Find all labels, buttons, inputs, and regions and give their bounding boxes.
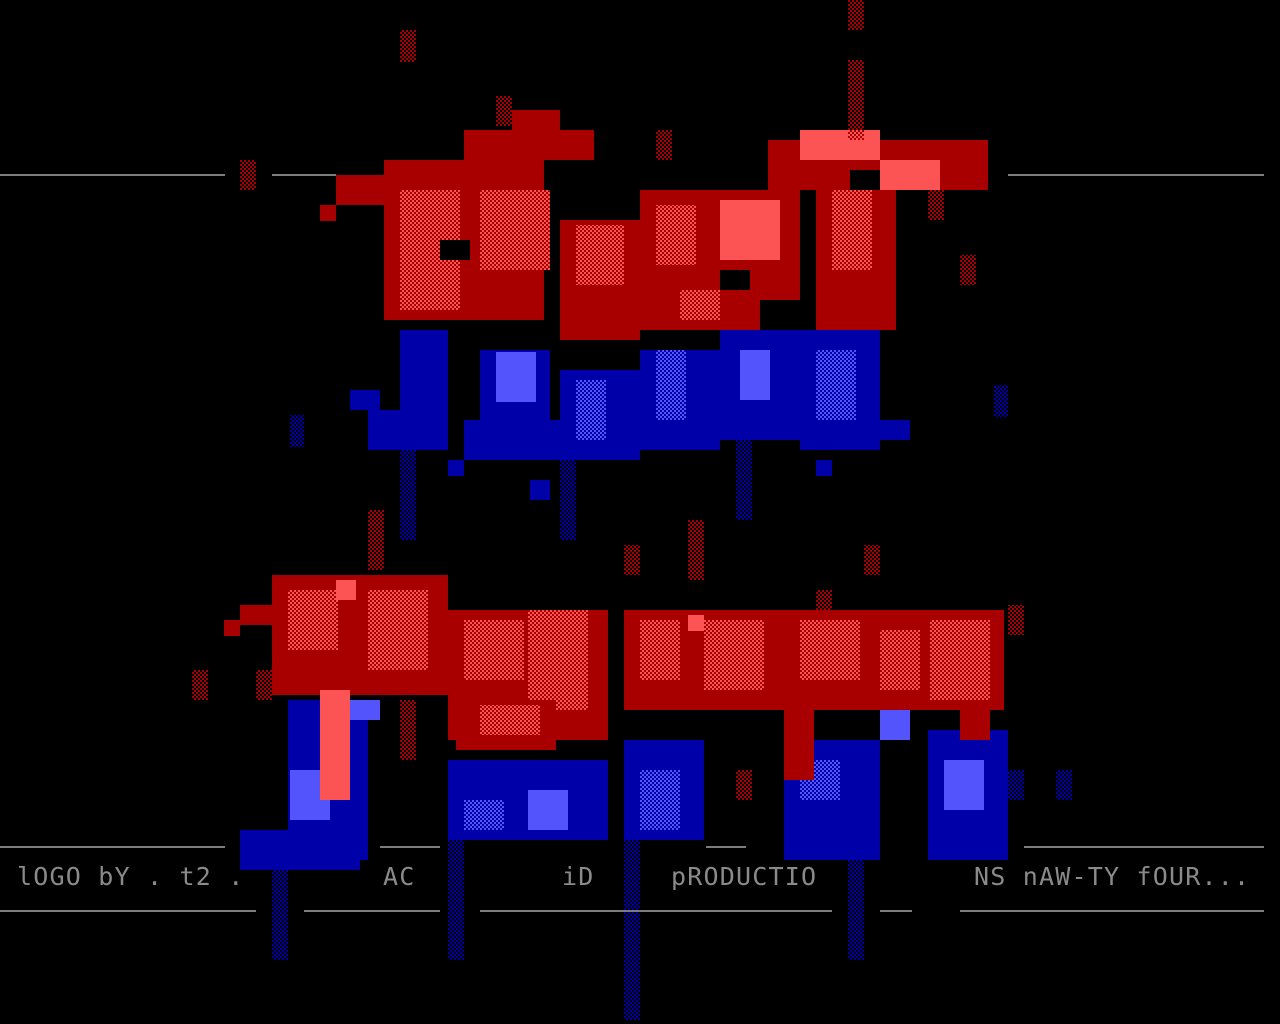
art-block <box>800 620 860 680</box>
art-block <box>528 610 588 710</box>
art-block <box>850 170 880 190</box>
art-block <box>440 240 470 260</box>
art-block <box>464 620 524 680</box>
art-block <box>256 670 272 700</box>
rule-credits-top-mid <box>380 846 440 848</box>
art-block <box>288 590 338 650</box>
art-block <box>400 330 448 420</box>
rule-credits-bottom-mid3 <box>880 910 912 912</box>
art-block <box>784 700 814 780</box>
rule-credits-top-mid2 <box>706 846 746 848</box>
art-block <box>350 700 380 720</box>
art-block <box>848 60 864 140</box>
art-block <box>336 580 356 600</box>
art-block <box>816 590 832 620</box>
art-block <box>336 175 384 205</box>
art-block <box>400 440 416 540</box>
art-block <box>240 830 360 870</box>
credit-text-ns-nawty-four: NS nAW-TY fOUR... <box>974 862 1251 891</box>
art-block <box>224 620 240 636</box>
art-block <box>320 205 336 221</box>
art-block <box>1056 770 1072 800</box>
art-block <box>688 615 704 631</box>
art-block <box>656 350 686 420</box>
rule-credits-bottom-right <box>960 910 1264 912</box>
art-block <box>640 770 680 830</box>
art-block <box>720 270 750 290</box>
art-block <box>930 620 990 700</box>
art-block <box>960 255 976 285</box>
art-block <box>640 620 680 680</box>
rule-credits-top-right <box>1024 846 1264 848</box>
rule-credits-bottom-left <box>0 910 256 912</box>
art-block <box>240 605 280 625</box>
art-block <box>464 800 504 830</box>
rule-top-left <box>0 174 225 176</box>
art-block <box>816 350 856 420</box>
art-block <box>864 545 880 575</box>
art-block <box>720 200 780 260</box>
art-block <box>290 415 304 447</box>
art-block <box>496 96 512 126</box>
art-block <box>688 520 704 580</box>
art-block <box>576 380 606 440</box>
art-block <box>880 420 910 440</box>
art-block <box>848 860 864 960</box>
art-block <box>400 700 416 760</box>
art-block <box>1008 605 1024 635</box>
art-block <box>530 480 550 500</box>
art-block <box>576 225 624 285</box>
art-block <box>944 760 984 810</box>
art-block <box>400 30 416 62</box>
art-block <box>320 690 350 800</box>
rule-credits-top-left <box>0 846 225 848</box>
credit-text-productio: pRODUCTIO <box>671 862 818 891</box>
art-block <box>880 630 920 690</box>
art-block <box>464 420 564 460</box>
art-block <box>272 860 288 960</box>
art-block <box>704 620 764 690</box>
art-block <box>480 705 540 735</box>
art-block <box>624 840 640 1020</box>
art-block <box>240 160 256 190</box>
art-block <box>848 0 864 30</box>
art-block <box>350 390 380 410</box>
credit-text-ac: AC <box>383 862 416 891</box>
art-block <box>656 205 696 265</box>
credit-text-logo-by: lOGO bY . t2 . <box>17 862 245 891</box>
rule-top-mid <box>272 174 336 176</box>
art-block <box>656 130 672 160</box>
art-block <box>880 160 940 190</box>
art-block <box>816 460 832 476</box>
art-block <box>496 352 536 402</box>
rule-credits-bottom-mid <box>304 910 440 912</box>
art-block <box>480 190 550 270</box>
art-block <box>740 350 770 400</box>
art-block <box>560 460 576 540</box>
rule-top-right <box>1008 174 1264 176</box>
art-block <box>1008 770 1024 800</box>
art-block <box>368 510 384 570</box>
art-block <box>994 385 1008 417</box>
art-block <box>736 440 752 520</box>
art-block <box>800 130 880 160</box>
art-block <box>368 590 428 670</box>
art-block <box>192 670 208 700</box>
art-block <box>680 290 720 320</box>
rule-credits-bottom-mid2 <box>480 910 832 912</box>
art-block <box>624 545 640 575</box>
art-block <box>448 460 464 476</box>
art-block <box>448 840 464 960</box>
art-block <box>928 190 944 220</box>
art-block <box>528 790 568 830</box>
art-block <box>960 700 990 740</box>
art-block <box>832 190 872 270</box>
art-block <box>736 770 752 800</box>
art-block <box>512 110 560 160</box>
art-block <box>560 440 640 460</box>
credit-text-id: iD <box>562 862 595 891</box>
